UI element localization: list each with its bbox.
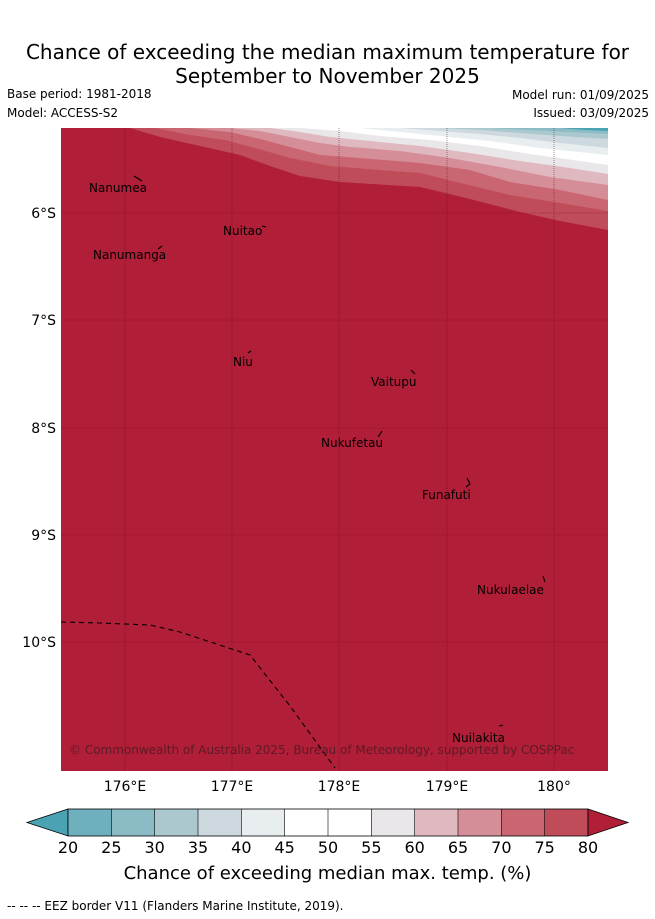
colorbar-segment xyxy=(544,809,589,836)
colorbar-segment xyxy=(154,809,199,836)
colorbar-segment xyxy=(328,809,372,836)
colorbar-tick-label: 60 xyxy=(404,838,424,857)
eez-border xyxy=(61,621,336,769)
base-fill xyxy=(61,128,608,771)
colorbar-segment xyxy=(198,809,242,836)
colorbar xyxy=(25,808,630,837)
colorbar-tick-label: 65 xyxy=(448,838,468,857)
colorbar-tick-label: 75 xyxy=(534,838,554,857)
place-label-nuitao: Nuitao xyxy=(223,224,262,238)
colorbar-title: Chance of exceeding median max. temp. (%… xyxy=(123,863,532,884)
islands xyxy=(133,175,546,727)
place-labels: Nanumea Nuitao Nanumanga Niu Vaitupu Nuk… xyxy=(89,181,544,745)
colorbar-tick-label: 80 xyxy=(578,838,598,857)
x-tick-label: 179°E xyxy=(426,779,469,795)
island-nanumea-shape xyxy=(133,175,143,182)
model-name: Model: ACCESS-S2 xyxy=(7,106,119,120)
colorbar-segment xyxy=(501,809,545,836)
title-line-2: September to November 2025 xyxy=(175,64,480,88)
x-tick-label: 180° xyxy=(537,779,571,795)
island-nuilakita-shape xyxy=(498,724,504,727)
island-nanumanga-shape xyxy=(157,245,163,250)
band-30 xyxy=(490,128,608,134)
place-label-funafuti: Funafuti xyxy=(422,488,471,502)
place-label-nukulaelae: Nukulaelae xyxy=(477,583,544,597)
colorbar-tick-label: 55 xyxy=(361,838,381,857)
copyright-notice: © Commonwealth of Australia 2025, Bureau… xyxy=(69,743,574,757)
place-label-nukufetau: Nukufetau xyxy=(321,436,383,450)
y-tick-label: 10°S xyxy=(22,635,56,651)
colorbar-ticks: 20 25 30 35 40 45 50 55 60 65 70 75 80 xyxy=(58,838,598,857)
colorbar-tick-label: 45 xyxy=(274,838,294,857)
colorbar-tick-label: 30 xyxy=(144,838,164,857)
island-nuitao-shape xyxy=(261,225,267,228)
base-period: Base period: 1981-2018 xyxy=(7,87,152,101)
probability-field: Nanumea Nuitao Nanumanga Niu Vaitupu Nuk… xyxy=(61,128,608,771)
colorbar-extend-low xyxy=(25,808,69,837)
title-line-1: Chance of exceeding the median maximum t… xyxy=(25,40,630,64)
colorbar-tick-label: 50 xyxy=(318,838,338,857)
x-axis: 176°E 177°E 178°E 179°E 180° xyxy=(104,779,571,795)
colorbar-segment xyxy=(68,809,112,836)
island-nukufetau-shape xyxy=(377,430,383,438)
colorbar-segment xyxy=(111,809,155,836)
colorbar-extend-high xyxy=(587,808,630,837)
island-niu-shape xyxy=(247,350,252,354)
place-label-niu: Niu xyxy=(233,355,253,369)
island-nukulaelae-shape xyxy=(542,575,546,583)
island-vaitupu-shape xyxy=(410,369,416,375)
y-tick-label: 6°S xyxy=(31,206,56,222)
island-funafuti-shape xyxy=(465,477,471,488)
map-title: Chance of exceeding the median maximum t… xyxy=(0,40,655,88)
issued-date: Issued: 03/09/2025 xyxy=(533,106,649,120)
y-axis: 6°S 7°S 8°S 9°S 10°S xyxy=(22,206,56,651)
colorbar-segment xyxy=(371,809,415,836)
colorbar-tick-label: 40 xyxy=(231,838,251,857)
x-tick-label: 177°E xyxy=(211,779,254,795)
eez-legend-note: -- -- -- EEZ border V11 (Flanders Marine… xyxy=(7,899,344,913)
colorbar-tick-label: 70 xyxy=(491,838,511,857)
place-label-vaitupu: Vaitupu xyxy=(371,375,417,389)
colorbar-tick-label: 25 xyxy=(101,838,121,857)
y-tick-label: 7°S xyxy=(31,313,56,329)
colorbar-tick-label: 20 xyxy=(58,838,78,857)
colorbar-segment xyxy=(458,809,502,836)
band-20 xyxy=(560,128,608,131)
place-label-nanumanga: Nanumanga xyxy=(93,248,166,262)
place-label-nuilakita: Nuilakita xyxy=(452,731,505,745)
model-run: Model run: 01/09/2025 xyxy=(511,88,649,102)
y-tick-label: 8°S xyxy=(31,421,56,437)
place-label-nanumea: Nanumea xyxy=(89,181,147,195)
colorbar-segment xyxy=(241,809,285,836)
x-tick-label: 178°E xyxy=(318,779,361,795)
x-tick-label: 176°E xyxy=(104,779,147,795)
colorbar-segment xyxy=(414,809,459,836)
colorbar-segment xyxy=(284,809,329,836)
colorbar-tick-label: 35 xyxy=(188,838,208,857)
y-tick-label: 9°S xyxy=(31,528,56,544)
